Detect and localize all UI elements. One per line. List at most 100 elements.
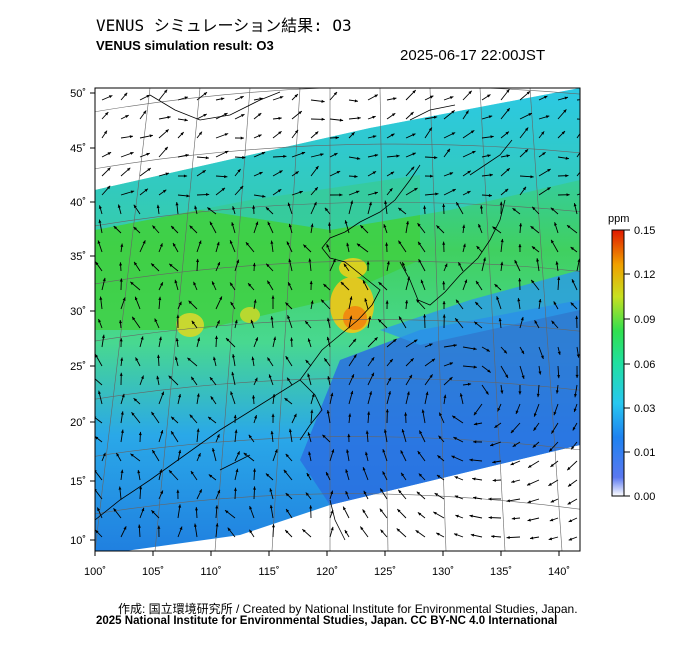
wind-arrow-head: [119, 338, 123, 342]
wind-arrow-head: [425, 391, 429, 396]
wind-arrow-head: [219, 296, 222, 300]
wind-arrow-head: [267, 280, 271, 285]
wind-arrow-head: [335, 136, 339, 140]
wind-arrow-head: [492, 226, 496, 230]
wind-arrow-head: [193, 523, 197, 527]
wind-arrow-head: [393, 97, 397, 101]
wind-arrow-head: [372, 135, 377, 139]
wind-arrow-head: [160, 282, 163, 286]
wind-arrow-head: [344, 220, 348, 224]
wind-arrow-head: [412, 133, 416, 137]
wind-arrow-head: [550, 499, 555, 503]
wind-arrow-head: [382, 449, 386, 453]
wind-arrow-head: [120, 411, 124, 415]
graticule: [95, 88, 580, 551]
wind-arrow-head: [506, 536, 510, 539]
wind-arrow-head: [137, 524, 141, 528]
wind-arrow-head: [518, 244, 522, 248]
wind-arrow-head: [202, 170, 206, 174]
wind-arrow-head: [175, 338, 179, 342]
wind-arrow-head: [309, 280, 313, 285]
wind-arrow-head: [311, 393, 315, 397]
wind-arrow-head: [224, 133, 229, 136]
wind-arrow-head: [418, 473, 423, 477]
wind-arrow-head: [407, 276, 411, 281]
wind-arrow-head: [455, 514, 459, 518]
wind-arrow-head: [365, 451, 368, 456]
wind-arrow-head: [527, 482, 531, 486]
lat-tick-label: 25˚: [70, 361, 86, 373]
wind-arrow-head: [134, 296, 138, 301]
wind-arrow-head: [549, 448, 553, 452]
wind-arrow-head: [157, 525, 161, 529]
wind-arrow-head: [567, 466, 571, 471]
wind-arrow-head: [363, 280, 366, 284]
wind-arrow-head: [474, 321, 478, 325]
wind-arrow-head: [295, 129, 299, 134]
wind-arrow-head: [400, 450, 404, 454]
wind-arrow-head: [536, 258, 540, 262]
wind-arrow-head: [107, 167, 111, 171]
wind-arrow-head: [270, 240, 274, 244]
lat-tick-label: 35˚: [70, 251, 86, 263]
wind-arrow-head: [203, 114, 207, 117]
wind-arrow-head: [171, 225, 175, 230]
wind-arrow-head: [378, 282, 382, 286]
colorbar-unit: ppm: [608, 213, 629, 225]
wind-arrow-head: [540, 355, 544, 359]
wind-arrow-head: [278, 116, 282, 120]
wind-arrow-head: [397, 509, 401, 513]
wind-arrow-head: [520, 317, 524, 321]
wind-arrow-head: [196, 258, 200, 263]
colorbar-tick-label: 0.06: [634, 359, 655, 371]
wind-arrow-head: [267, 357, 271, 361]
wind-arrow-head: [388, 391, 391, 395]
wind-arrow-head: [113, 226, 117, 230]
wind-arrow-head: [510, 462, 514, 466]
wind-arrow-head: [527, 500, 531, 504]
wind-arrow-head: [174, 356, 178, 360]
wind-arrow-head: [412, 152, 416, 156]
wind-arrow-head: [536, 393, 540, 398]
wind-arrow-head: [479, 205, 483, 209]
wind-arrow-head: [248, 283, 252, 287]
wind-arrow-head: [522, 186, 526, 191]
wind-arrow-head: [530, 175, 534, 179]
wind-arrow-head: [430, 174, 434, 178]
wind-arrow-head: [423, 314, 427, 318]
wind-arrow-head: [125, 115, 129, 118]
wind-arrow-head: [198, 131, 202, 135]
wind-arrow-head: [120, 243, 124, 247]
wind-arrow-head: [326, 317, 330, 322]
wind-arrow-head: [363, 490, 367, 495]
wind-arrow-head: [203, 92, 207, 96]
wind-arrow-head: [133, 398, 137, 402]
wind-arrow-head: [506, 168, 510, 172]
wind-arrow-head: [146, 152, 150, 156]
wind-arrow-head: [518, 391, 522, 395]
wind-arrow-head: [483, 257, 486, 261]
wind-arrow-head: [235, 468, 239, 473]
lon-tick-label: 105˚: [142, 566, 164, 578]
wind-arrow-head: [512, 443, 517, 447]
wind-arrow-head: [449, 362, 453, 366]
map-area: [95, 88, 585, 551]
wind-arrow-head: [133, 204, 137, 209]
wind-arrow-head: [530, 226, 534, 230]
wind-arrow-head: [102, 452, 106, 457]
wind-arrow-head: [555, 261, 559, 265]
lon-tick-label: 115˚: [258, 566, 279, 578]
wind-arrow-head: [494, 424, 498, 428]
wind-arrow-head: [398, 489, 402, 494]
wind-arrow-head: [196, 428, 200, 432]
wind-arrow-head: [349, 315, 353, 319]
wind-arrow-head: [156, 375, 160, 380]
wind-arrow-head: [506, 154, 510, 158]
wind-arrow-head: [369, 391, 372, 395]
wind-arrow-head: [475, 301, 479, 306]
wind-arrow-head: [500, 238, 504, 243]
wind-arrow-head: [549, 518, 554, 522]
wind-arrow-head: [293, 413, 297, 418]
colorbar-tick-label: 0.15: [634, 225, 655, 237]
wind-arrow-head: [581, 192, 585, 195]
